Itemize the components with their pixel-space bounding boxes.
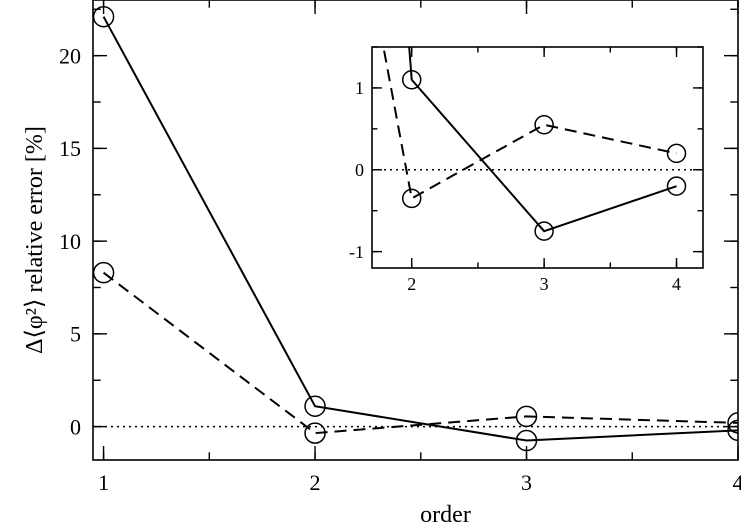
main-y-tick-label: 0 [70, 414, 81, 439]
inset-series-1-point-2 [401, 69, 422, 90]
inset-plot-area [372, 47, 703, 241]
main-x-axis-label: order [420, 502, 471, 525]
main-y-tick-label: 15 [59, 136, 81, 161]
inset-plot: -1 0 1 2 3 4 [349, 46, 704, 294]
main-series-1-point-4 [727, 419, 738, 442]
inset-frame [371, 46, 704, 269]
main-frame [92, 0, 739, 461]
inset-series-1-line [408, 47, 677, 233]
inset-series-2-line [382, 47, 677, 200]
inset-x-tick-label: 4 [672, 274, 681, 294]
main-x-tick-label: 1 [98, 470, 109, 495]
main-series-1-line [102, 16, 738, 442]
inset-x-tick-label: 3 [540, 274, 549, 294]
main-series-2-line [102, 271, 738, 435]
main-y-tick-label: 10 [59, 229, 81, 254]
inset-series-2-point-3 [534, 115, 554, 135]
main-series-1-point-2 [304, 395, 326, 417]
inset-y-tick-label: 1 [355, 78, 364, 98]
main-series-2-point-3 [515, 405, 538, 428]
inset-series-2-point-2 [401, 188, 422, 209]
main-y-tick-label: 5 [70, 322, 81, 347]
main-y-axis-label: Δ⟨φ²⟩ relative error [%] [22, 126, 48, 354]
main-series-2-point-4 [727, 412, 738, 434]
main-x-tick-label: 2 [310, 470, 321, 495]
main-y-tick-label: 20 [59, 43, 81, 68]
inset-y-tick-label: -1 [349, 242, 364, 262]
main-plot-area [93, 5, 738, 452]
main-x-tick-label: 3 [521, 470, 532, 495]
inset-series-1-point-4 [666, 176, 687, 196]
inset-y-tick-label: 0 [355, 160, 364, 180]
inset-x-tick-label: 2 [407, 274, 416, 294]
main-series-2-point-2 [304, 422, 326, 444]
inset-series-1-point-3 [534, 221, 554, 241]
main-x-tick-label: 4 [733, 470, 741, 495]
inset-background [372, 47, 703, 268]
inset-series-2-point-4 [666, 143, 687, 164]
